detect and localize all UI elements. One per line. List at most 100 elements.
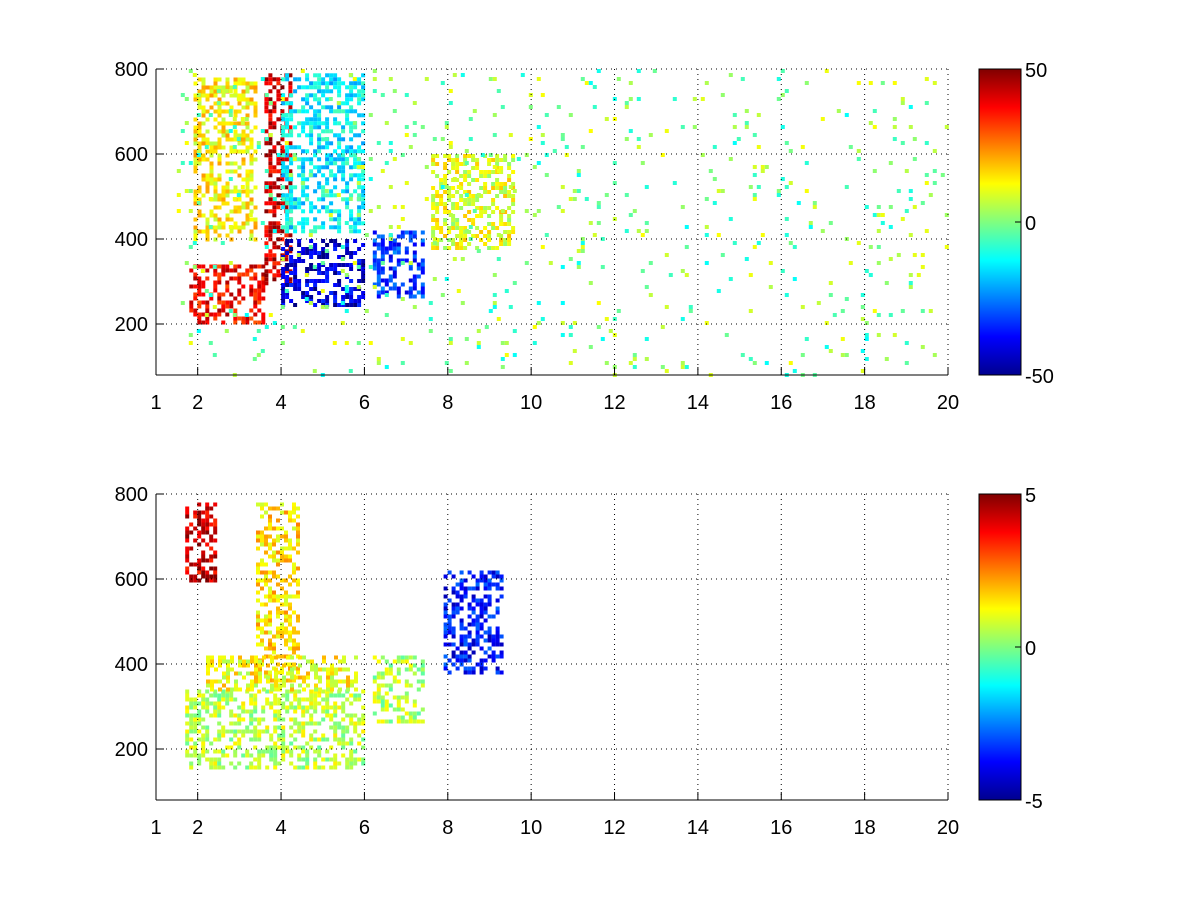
heatmap-cell [317, 125, 322, 130]
heatmap-cell [261, 312, 266, 317]
heatmap-cell [435, 194, 440, 198]
heatmap-cell [337, 153, 342, 158]
heatmap-cell [197, 300, 202, 305]
heatmap-cell [361, 713, 366, 718]
heatmap-cell [273, 725, 278, 730]
heatmap-cell [313, 287, 318, 291]
heatmap-cell [337, 741, 342, 746]
heatmap-cell [237, 705, 242, 710]
heatmap-cell [229, 149, 234, 154]
heatmap-cell [884, 357, 889, 361]
heatmap-cell [276, 97, 281, 102]
heatmap-cell [201, 173, 206, 178]
heatmap-cell [860, 305, 865, 309]
heatmap-cell [412, 671, 417, 676]
heatmap-cell [305, 97, 310, 102]
heatmap-cell [499, 650, 504, 655]
heatmap-cell [272, 526, 276, 531]
heatmap-cell [372, 262, 377, 267]
heatmap-cell [226, 687, 230, 692]
heatmap-cell [288, 546, 292, 551]
heatmap-cell [205, 268, 210, 273]
heatmap-cell [188, 245, 193, 249]
heatmap-cell [301, 169, 306, 174]
heatmap-cell [916, 273, 921, 277]
heatmap-cell [292, 502, 296, 507]
heatmap-cell [372, 691, 377, 696]
heatmap-cell [349, 251, 354, 255]
heatmap-cell [483, 182, 488, 186]
heatmap-cell [245, 185, 250, 190]
heatmap-cell [345, 121, 350, 126]
heatmap-cell [357, 89, 362, 94]
heatmap-cell [868, 245, 873, 249]
heatmap-cell [225, 109, 230, 114]
heatmap-cell [329, 705, 334, 710]
heatmap-cell [237, 717, 242, 722]
heatmap-cell [256, 534, 260, 539]
heatmap-cell [321, 121, 326, 126]
heatmap-cell [495, 570, 500, 575]
heatmap-cell [492, 293, 497, 297]
heatmap-cell [361, 761, 366, 766]
heatmap-cell [281, 165, 286, 170]
colorbar-tick-label: 0 [1025, 213, 1036, 235]
heatmap-cell [197, 578, 202, 583]
heatmap-cell [380, 695, 385, 700]
heatmap-cell [508, 133, 513, 137]
heatmap-cell [253, 125, 258, 130]
heatmap-cell [346, 675, 350, 680]
heatmap-cell [491, 638, 496, 643]
heatmap-cell [380, 246, 385, 251]
heatmap-cell [212, 265, 217, 269]
x-tick-label: 10 [520, 392, 542, 414]
heatmap-cell [487, 626, 492, 631]
heatmap-cell [712, 145, 717, 149]
heatmap-cell [257, 284, 262, 289]
heatmap-cell [353, 157, 358, 162]
heatmap-cell [400, 282, 405, 287]
heatmap-cell [353, 697, 358, 702]
heatmap-cell [313, 153, 318, 158]
heatmap-cell [197, 729, 202, 734]
heatmap-cell [345, 243, 350, 247]
heatmap-cell [317, 133, 322, 138]
heatmap-cell [443, 594, 448, 599]
heatmap-cell [306, 659, 310, 664]
heatmap-cell [241, 205, 246, 210]
heatmap-cell [451, 238, 456, 242]
heatmap-cell [748, 273, 753, 277]
heatmap-cell [435, 246, 440, 250]
heatmap-cell [288, 622, 292, 627]
heatmap-cell [241, 717, 246, 722]
heatmap-cell [280, 630, 284, 635]
heatmap-cell [408, 655, 413, 660]
heatmap-cell [249, 161, 254, 166]
heatmap-cell [213, 530, 218, 535]
heatmap-cell [288, 538, 292, 543]
heatmap-cell [479, 230, 484, 234]
heatmap-cell [209, 296, 214, 301]
heatmap-cell [284, 269, 289, 274]
heatmap-cell [463, 226, 468, 230]
heatmap-cell [448, 369, 453, 373]
heatmap-cell [209, 741, 214, 746]
heatmap-cell [341, 701, 346, 706]
heatmap-cell [357, 177, 362, 182]
heatmap-cell [305, 93, 310, 98]
heatmap-cell [328, 213, 333, 217]
heatmap-cell [664, 369, 669, 373]
heatmap-cell [333, 725, 338, 730]
heatmap-cell [268, 237, 273, 242]
heatmap-cell [213, 217, 218, 222]
heatmap-cell [261, 264, 266, 269]
heatmap-cell [317, 291, 322, 295]
heatmap-cell [268, 97, 273, 102]
heatmap-cell [309, 161, 314, 166]
heatmap-cell [752, 245, 757, 249]
heatmap-cell [780, 93, 785, 97]
heatmap-cell [345, 757, 350, 762]
heatmap-cell [276, 201, 281, 206]
heatmap-cell [412, 254, 417, 259]
heatmap-cell [459, 198, 464, 202]
